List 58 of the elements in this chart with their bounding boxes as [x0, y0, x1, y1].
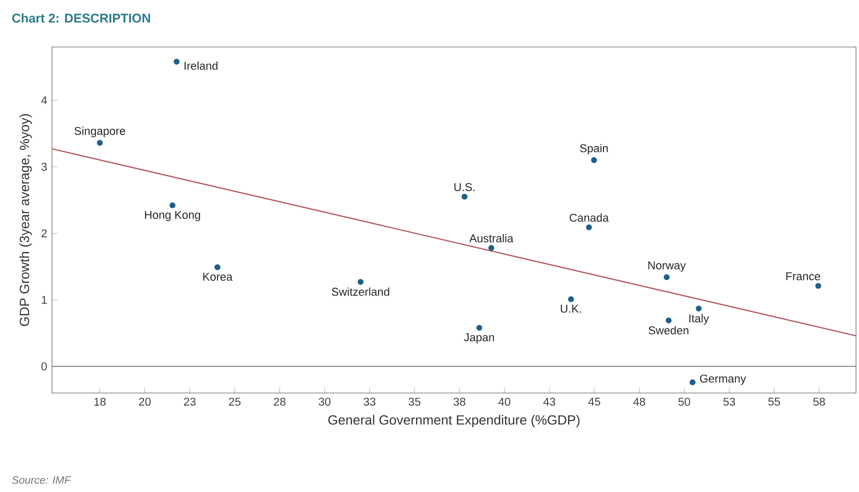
point	[488, 245, 494, 251]
point	[591, 157, 597, 164]
annotation: Switzerland	[332, 287, 390, 296]
chart-title: Chart 2: DESCRIPTION	[12, 13, 150, 23]
x-tick-label: 28	[274, 398, 286, 406]
annotation: Spain	[580, 144, 608, 155]
annotation: Sweden	[648, 326, 688, 334]
annotation: U.S.	[454, 183, 475, 192]
x-tick-label: 23	[184, 398, 196, 406]
x-tick-label: 48	[633, 398, 646, 406]
source-note: Source: IMF	[12, 476, 72, 484]
x-tick-label: 30	[318, 398, 330, 406]
y-tick-label: 1	[42, 296, 47, 304]
annotation: Korea	[203, 272, 233, 281]
x-tick-label: 53	[723, 398, 736, 406]
y-tick-label: 3	[41, 162, 47, 171]
annotation: Canada	[570, 213, 609, 222]
point	[174, 58, 180, 65]
point	[358, 278, 364, 285]
point	[696, 306, 702, 312]
x-tick-label: 38	[454, 398, 466, 406]
annotation: Australia	[469, 234, 514, 242]
annotation: U.K.	[560, 304, 581, 313]
x-tick-label: 33	[364, 398, 376, 406]
annotation: Japan	[464, 333, 494, 344]
point	[690, 379, 696, 386]
point	[815, 282, 822, 289]
x-tick-label: 58	[813, 398, 825, 406]
annotation: Germany	[700, 374, 746, 385]
point	[214, 264, 220, 270]
x-tick-label: 18	[94, 398, 106, 406]
x-tick-label: 25	[228, 398, 241, 406]
x-tick-label: 20	[139, 398, 151, 406]
annotation: Norway	[648, 261, 686, 272]
point	[666, 318, 672, 324]
x-tick-label: 50	[678, 398, 690, 406]
y-tick-label: 4	[41, 96, 47, 104]
annotation: Italy	[689, 314, 710, 325]
point	[586, 224, 592, 230]
annotation: Singapore	[74, 126, 126, 138]
x-axis-title: General Government Expenditure (%GDP)	[328, 414, 580, 428]
x-tick-label: 40	[498, 398, 510, 406]
x-tick-label: 43	[543, 398, 556, 406]
point	[462, 194, 468, 200]
annotation: France	[786, 272, 820, 280]
y-tick-label: 0	[41, 362, 47, 370]
x-tick-label: 45	[588, 398, 600, 406]
point	[170, 202, 176, 208]
x-tick-label: 35	[408, 398, 420, 406]
point	[568, 296, 574, 302]
point	[664, 274, 670, 280]
point	[96, 140, 103, 146]
annotation: Ireland	[184, 61, 218, 70]
annotation: Hong Kong	[145, 210, 200, 222]
x-tick-label: 55	[768, 398, 780, 406]
y-axis-title: GDP Growth (3year average, %yoy)	[19, 114, 32, 326]
point	[476, 324, 482, 331]
y-tick-label: 2	[42, 229, 47, 238]
